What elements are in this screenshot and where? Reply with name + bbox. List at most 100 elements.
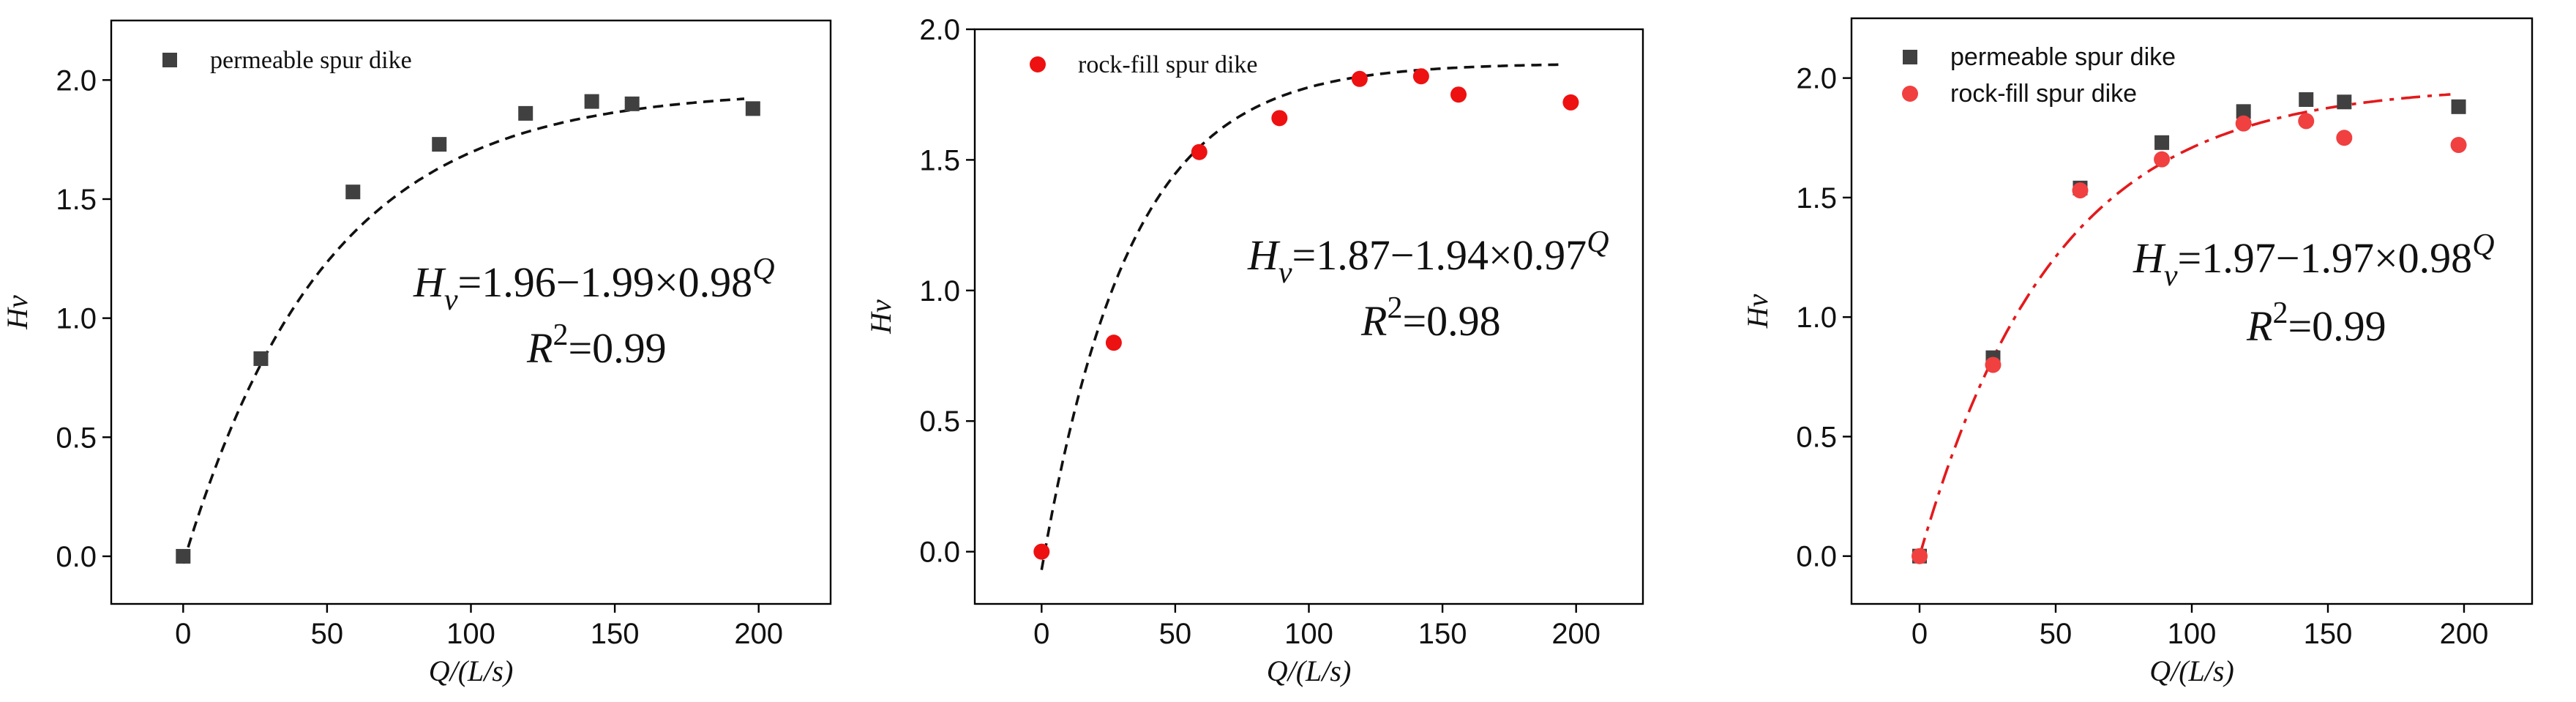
y-tick-label: 1.5 (56, 184, 97, 216)
data-point-circle (1271, 110, 1288, 127)
r-symbol: R (526, 324, 553, 372)
r-squared: R2=0.99 (526, 318, 667, 372)
r-symbol: R (2246, 302, 2272, 350)
equation-superscript: Q (2472, 228, 2494, 262)
data-point-circle (1033, 543, 1050, 560)
data-point-circle (1351, 70, 1368, 87)
x-tick-label: 50 (1159, 618, 1192, 650)
x-tick-label: 150 (2304, 618, 2353, 650)
r-squared: R2=0.98 (1360, 291, 1501, 345)
data-point-circle (1412, 68, 1429, 85)
x-tick-label: 200 (2440, 618, 2489, 650)
x-axis-label: Q/(L/s) (429, 654, 514, 687)
y-axis-label: Hv (1741, 294, 1774, 329)
plot-frame (110, 19, 832, 605)
y-tick-label: 1.0 (1796, 302, 1837, 334)
equation-symbol: H (2133, 234, 2166, 282)
y-tick-label: 0.0 (56, 541, 97, 573)
equation-subscript: v (2164, 259, 2178, 293)
x-tick-label: 100 (1284, 618, 1333, 650)
legend-label: rock-fill spur dike (1950, 80, 2137, 108)
data-point-circle (2072, 182, 2089, 199)
data-point-circle (1985, 356, 2002, 373)
data-point-square (345, 184, 361, 200)
x-tick-label: 0 (1912, 618, 1928, 650)
data-point-circle (1191, 143, 1208, 160)
equation-subscript: v (1278, 256, 1292, 290)
r-value: =0.99 (2288, 302, 2386, 350)
x-tick-label: 200 (1551, 618, 1600, 650)
r-symbol: R (1360, 297, 1387, 345)
fit-curve (181, 97, 745, 564)
data-point-circle (2336, 130, 2353, 146)
fit-curve (1918, 93, 2451, 557)
data-point-circle (1105, 335, 1122, 351)
equation-body: =1.96−1.99×0.98 (458, 258, 753, 306)
y-tick-label: 0.5 (56, 422, 97, 454)
legend-marker-square (1903, 50, 1917, 64)
x-axis-label: Q/(L/s) (1267, 654, 1352, 687)
legend-marker-square (162, 53, 177, 67)
fit-curve (1040, 63, 1563, 570)
legend-label: permeable spur dike (1950, 43, 2176, 71)
data-point-square (745, 101, 760, 116)
legend-marker-circle (1030, 56, 1046, 72)
data-point-square (2451, 99, 2466, 114)
equation-superscript: Q (752, 253, 774, 286)
legend-marker-circle (1902, 86, 1918, 102)
r-superscript: 2 (2272, 296, 2288, 330)
fit-equation: Hv=1.97−1.97×0.98Q (2133, 228, 2495, 293)
data-point-circle (2154, 151, 2171, 168)
x-tick-label: 100 (2168, 618, 2217, 650)
data-point-square (432, 137, 447, 152)
y-tick-label: 0.0 (1796, 541, 1837, 573)
x-tick-label: 50 (311, 618, 344, 650)
y-tick-label: 2.0 (56, 64, 97, 97)
chart-panel-1: 0 50 100 150 200 0.0 0.5 1.0 1.5 2.0 Q/(L/s) Hv perm… (1, 19, 832, 687)
data-point-square (518, 105, 533, 121)
legend-label: rock-fill spur dike (1078, 51, 1258, 78)
data-point-square (176, 548, 191, 564)
y-tick-label: 2.0 (919, 14, 960, 46)
chart-panel-2: 0 50 100 150 200 0.0 0.5 1.0 1.5 2.0 Q/(L/s) Hv rock… (864, 14, 1644, 687)
equation-subscript: v (444, 283, 458, 317)
data-point-circle (1912, 548, 1928, 564)
r-superscript: 2 (1387, 291, 1402, 325)
equation-symbol: H (413, 258, 446, 306)
data-point-circle (2450, 137, 2467, 154)
r-squared: R2=0.99 (2246, 296, 2386, 350)
equation-body: =1.97−1.97×0.98 (2178, 234, 2473, 282)
data-point-square (2154, 135, 2170, 150)
data-point-square (2236, 104, 2251, 119)
y-tick-label: 0.0 (919, 537, 960, 569)
legend-label: permeable spur dike (210, 47, 412, 74)
data-point-square (253, 351, 269, 366)
equation-superscript: Q (1587, 225, 1609, 259)
data-point-circle (1562, 94, 1579, 111)
x-tick-label: 100 (446, 618, 495, 650)
x-tick-label: 0 (175, 618, 191, 650)
data-point-square (624, 96, 640, 111)
x-tick-label: 150 (591, 618, 640, 650)
x-tick-label: 150 (1418, 618, 1467, 650)
r-superscript: 2 (553, 318, 568, 352)
y-tick-label: 1.0 (919, 275, 960, 307)
equation-body: =1.87−1.94×0.97 (1292, 231, 1587, 279)
data-point-circle (2298, 113, 2315, 130)
fit-equation: Hv=1.87−1.94×0.97Q (1247, 225, 1609, 290)
x-tick-label: 50 (2040, 618, 2073, 650)
r-value: =0.99 (568, 324, 666, 372)
data-point-square (584, 94, 599, 109)
fit-equation: Hv=1.96−1.99×0.98Q (413, 253, 775, 317)
chart-panel-3: 0 50 100 150 200 0.0 0.5 1.0 1.5 2.0 Q/(L/s) Hv perm… (1741, 17, 2534, 687)
data-point-square (2337, 94, 2352, 110)
y-tick-label: 0.5 (919, 406, 960, 438)
x-tick-label: 200 (734, 618, 783, 650)
x-tick-label: 0 (1033, 618, 1049, 650)
y-axis-label: Hv (864, 299, 897, 335)
y-tick-label: 1.5 (1796, 182, 1837, 214)
x-axis-label: Q/(L/s) (2149, 654, 2234, 687)
y-tick-label: 1.5 (919, 144, 960, 176)
y-tick-label: 1.0 (56, 303, 97, 335)
